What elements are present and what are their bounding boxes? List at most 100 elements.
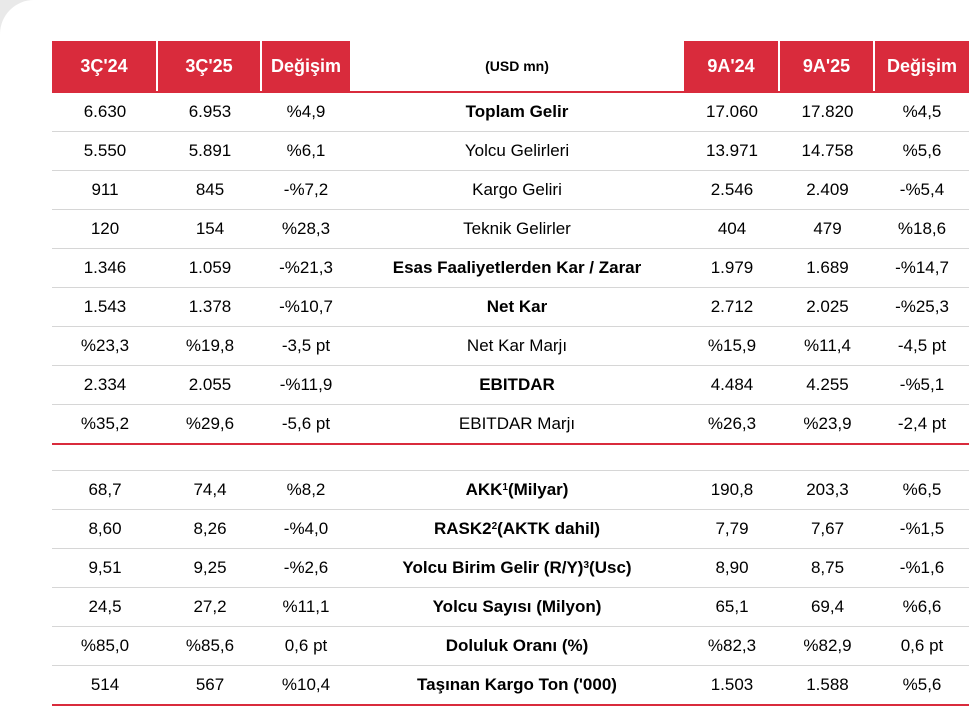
cell-3q24: 8,60 <box>88 519 122 538</box>
header-3q25: 3Ç'25 <box>158 41 262 91</box>
cell-9m24: %15,9 <box>707 336 757 355</box>
row-label: Yolcu Sayısı (Milyon) <box>432 597 602 616</box>
section-spacer <box>52 445 969 471</box>
cell-3q24: 5.550 <box>83 141 127 160</box>
cell-3q25: 27,2 <box>193 597 227 616</box>
header-quarter-change: Değişim <box>262 41 350 91</box>
table-bottom-divider <box>52 704 969 706</box>
cell-9m24: 8,90 <box>715 558 749 577</box>
table-row: 24,5 27,2 %11,1 Yolcu Sayısı (Milyon) 65,1 69… <box>52 588 969 627</box>
cell-3q25: 5.891 <box>188 141 232 160</box>
cell-quarter-change: -%21,3 <box>279 258 333 277</box>
cell-3q24: %85,0 <box>80 636 130 655</box>
cell-quarter-change: -5,6 pt <box>281 414 331 433</box>
cell-9m25: 7,67 <box>810 519 845 538</box>
cell-9m24: 65,1 <box>715 597 749 616</box>
table-row: %35,2 %29,6 -5,6 pt EBITDAR Marjı %26,3 %23,9… <box>52 405 969 443</box>
table-row: 120 154 %28,3 Teknik Gelirler 404 479 %18,6 <box>52 210 969 249</box>
cell-9m24: 404 <box>717 219 747 238</box>
table-row: %23,3 %19,8 -3,5 pt Net Kar Marjı %15,9 %11,4… <box>52 327 969 366</box>
cell-nine-month-change: -%5,4 <box>899 180 945 199</box>
cell-nine-month-change: %6,6 <box>902 597 942 616</box>
header-divider <box>52 91 969 93</box>
cell-9m25: %11,4 <box>804 336 851 355</box>
cell-nine-month-change: 0,6 pt <box>900 636 944 655</box>
cell-9m24: %26,3 <box>707 414 757 433</box>
cell-nine-month-change: -4,5 pt <box>897 336 947 355</box>
cell-9m24: 2.712 <box>710 297 754 316</box>
cell-3q25: 8,26 <box>193 519 227 538</box>
table-row: 1.346 1.059 -%21,3 Esas Faaliyetlerden Kar … <box>52 249 969 288</box>
cell-3q25: 1.059 <box>188 258 232 277</box>
table-row: 1.543 1.378 -%10,7 Net Kar 2.712 2.025 -%25,3 <box>52 288 969 327</box>
row-label: Toplam Gelir <box>465 102 569 121</box>
table-row: 5.550 5.891 %6,1 Yolcu Gelirleri 13.971 14.75… <box>52 132 969 171</box>
cell-9m24: 1.503 <box>710 675 754 694</box>
cell-nine-month-change: -%14,7 <box>895 258 949 277</box>
cell-9m24: 13.971 <box>706 141 758 160</box>
cell-quarter-change: -%10,7 <box>279 297 333 316</box>
cell-quarter-change: %10,4 <box>281 675 331 694</box>
header-nine-month-change: Değişim <box>875 41 969 91</box>
table-row: 911 845 -%7,2 Kargo Geliri 2.546 2.409 -%5,4 <box>52 171 969 210</box>
cell-quarter-change: -%11,9 <box>279 375 333 394</box>
section-divider <box>52 443 969 445</box>
cell-quarter-change: %11,1 <box>282 597 330 616</box>
cell-nine-month-change: -2,4 pt <box>897 414 947 433</box>
row-label: Doluluk Oranı (%) <box>445 636 589 655</box>
cell-quarter-change: -%7,2 <box>283 180 329 199</box>
cell-3q25: %19,8 <box>185 336 235 355</box>
cell-nine-month-change: %18,6 <box>897 219 947 238</box>
cell-3q25: 2.055 <box>188 375 232 394</box>
cell-3q24: 1.543 <box>83 297 127 316</box>
cell-9m25: 14.758 <box>801 141 854 160</box>
cell-nine-month-change: -%1,6 <box>899 558 945 577</box>
row-label: Yolcu Birim Gelir (R/Y) 3 (Usc) <box>402 558 632 577</box>
cell-quarter-change: -%2,6 <box>283 558 329 577</box>
cell-3q25: 567 <box>195 675 225 694</box>
cell-9m25: 69,4 <box>810 597 845 616</box>
financial-section: 6.630 6.953 %4,9 Toplam Gelir 17.060 17.820 %4… <box>52 93 969 443</box>
cell-quarter-change: -3,5 pt <box>281 336 331 355</box>
cell-3q24: 24,5 <box>88 597 122 616</box>
cell-9m25: 17.820 <box>801 102 854 121</box>
cell-3q24: %23,3 <box>80 336 130 355</box>
cell-3q24: 911 <box>91 180 119 199</box>
row-label: EBITDAR <box>479 375 555 394</box>
cell-quarter-change: -%4,0 <box>283 519 329 538</box>
row-label: Kargo Geliri <box>472 180 562 199</box>
cell-nine-month-change: -%5,1 <box>899 375 945 394</box>
row-label: EBITDAR Marjı <box>458 414 576 433</box>
cell-quarter-change: %28,3 <box>281 219 331 238</box>
cell-3q25: 9,25 <box>193 558 227 577</box>
cell-3q25: 845 <box>195 180 225 199</box>
cell-9m25: 479 <box>813 219 842 238</box>
cell-quarter-change: %4,9 <box>286 102 326 121</box>
cell-9m25: %82,9 <box>803 636 852 655</box>
cell-9m24: 7,79 <box>715 519 749 538</box>
cell-9m24: 4.484 <box>710 375 754 394</box>
cell-3q24: 1.346 <box>83 258 127 277</box>
row-label: Yolcu Gelirleri <box>464 141 570 160</box>
operational-section: 68,7 74,4 %8,2 AKK 1 (Milyar) 190,8 203,3 %6,5 8,… <box>52 471 969 704</box>
cell-3q24: 120 <box>90 219 120 238</box>
cell-9m25: 1.588 <box>806 675 849 694</box>
cell-9m25: 2.025 <box>806 297 849 316</box>
cell-3q24: 68,7 <box>88 480 122 499</box>
row-label: Net Kar Marjı <box>466 336 568 355</box>
row-label: Teknik Gelirler <box>463 219 571 238</box>
cell-quarter-change: %8,2 <box>286 480 326 499</box>
cell-9m24: 1.979 <box>710 258 754 277</box>
row-label: Taşınan Kargo Ton ('000) <box>417 675 617 694</box>
table-row: 9,51 9,25 -%2,6 Yolcu Birim Gelir (R/Y) 3 (U… <box>52 549 969 588</box>
cell-9m24: 17.060 <box>706 102 758 121</box>
cell-3q25: 1.378 <box>188 297 232 316</box>
cell-9m25: 1.689 <box>806 258 849 277</box>
table-row: 68,7 74,4 %8,2 AKK 1 (Milyar) 190,8 203,3 %6,5 <box>52 471 969 510</box>
cell-3q25: %29,6 <box>185 414 235 433</box>
header-3q24: 3Ç'24 <box>52 41 158 91</box>
cell-9m24: 190,8 <box>710 480 754 499</box>
table-header: 3Ç'24 3Ç'25 Değişim (USD mn) 9A'24 9A'25… <box>52 41 969 91</box>
cell-9m24: %82,3 <box>707 636 757 655</box>
